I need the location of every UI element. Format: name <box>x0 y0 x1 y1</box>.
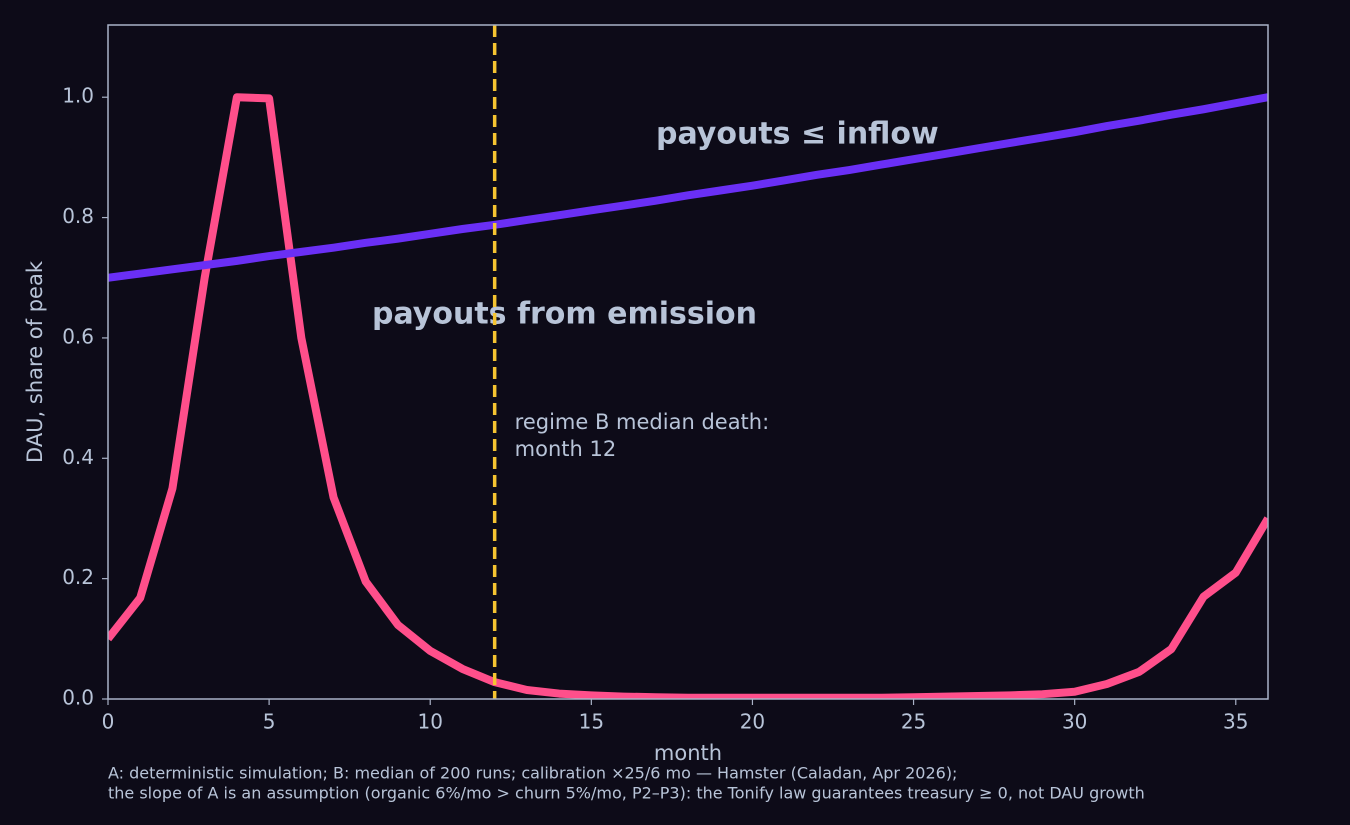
y-tick-label: 0.8 <box>62 204 94 228</box>
annotation: payouts ≤ inflow <box>656 117 939 152</box>
x-tick-label: 15 <box>579 710 604 734</box>
data-line <box>108 93 1268 282</box>
y-tick-label: 0.4 <box>62 445 94 469</box>
y-tick-label: 0.2 <box>62 565 94 589</box>
y-tick-label: 0.0 <box>62 686 94 710</box>
reference-label: month 12 <box>515 437 617 461</box>
x-tick-label: 30 <box>1062 710 1087 734</box>
x-tick-label: 35 <box>1223 710 1248 734</box>
x-axis-label: month <box>654 741 722 765</box>
x-tick-label: 20 <box>740 710 765 734</box>
y-axis-label: DAU, share of peak <box>23 260 47 463</box>
reference-label: regime B median death: <box>515 410 770 434</box>
annotation: payouts from emission <box>372 297 757 332</box>
data-line <box>108 93 1268 699</box>
y-tick-label: 1.0 <box>62 84 94 108</box>
x-tick-label: 0 <box>102 710 115 734</box>
y-tick-label: 0.6 <box>62 324 94 348</box>
plot-frame <box>107 24 1269 700</box>
footnote: the slope of A is an assumption (organic… <box>108 784 1145 803</box>
x-tick-label: 10 <box>417 710 442 734</box>
footnote: A: deterministic simulation; B: median o… <box>108 764 957 783</box>
x-tick-label: 5 <box>263 710 276 734</box>
x-tick-label: 25 <box>901 710 926 734</box>
